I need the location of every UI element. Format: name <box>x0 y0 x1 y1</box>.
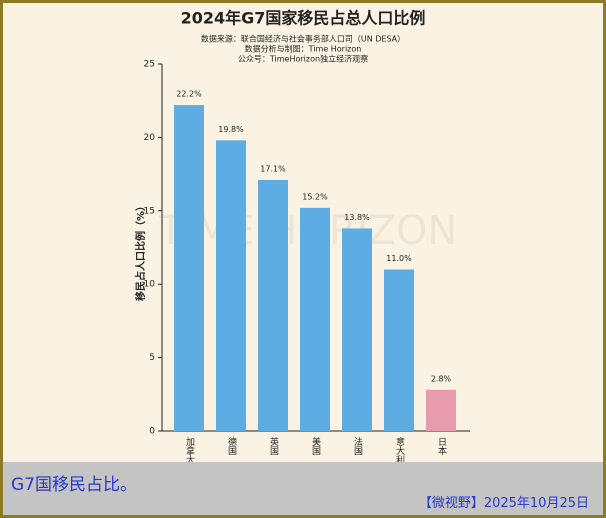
value-label: 15.2% <box>302 192 328 201</box>
subtitle: 数据分析与制图：Time Horizon <box>245 44 362 54</box>
bar <box>426 389 456 431</box>
y-tick-label: 10 <box>144 280 156 290</box>
caption-band: G7国移民占比。 【微视野】2025年10月25日 <box>3 462 603 515</box>
y-tick-label: 15 <box>144 206 155 216</box>
bar <box>300 207 330 431</box>
y-tick-label: 5 <box>149 353 155 363</box>
bar <box>342 228 372 431</box>
x-tick-label: 意大利 <box>394 436 405 462</box>
footer: 【微视野】2025年10月25日 <box>418 496 589 511</box>
value-label: 22.2% <box>176 90 202 99</box>
value-label: 11.0% <box>386 254 412 263</box>
value-label: 13.8% <box>344 213 370 222</box>
x-tick-label: 德国 <box>226 436 237 456</box>
bar <box>174 105 204 431</box>
bar <box>258 179 288 431</box>
x-tick-label: 英国 <box>268 436 279 456</box>
x-tick-label: 加拿大 <box>184 437 195 462</box>
y-axis-label: 移民占人口比例（%） <box>134 201 147 301</box>
x-tick-label: 美国 <box>310 436 321 456</box>
subtitle: 数据来源：联合国经济与社会事务部人口司（UN DESA） <box>201 34 405 44</box>
x-tick-label: 法国 <box>352 436 363 456</box>
value-label: 17.1% <box>260 164 286 173</box>
chart-title: 2024年G7国家移民占总人口比例 <box>181 9 426 28</box>
chart: 2024年G7国家移民占总人口比例 数据来源：联合国经济与社会事务部人口司（UN… <box>134 9 470 462</box>
x-tick-label: 日本 <box>436 437 447 456</box>
y-tick-label: 0 <box>149 427 155 437</box>
bar <box>384 269 414 431</box>
caption: G7国移民占比。 <box>11 475 137 495</box>
y-tick-label: 20 <box>144 133 156 143</box>
value-label: 19.8% <box>218 125 244 134</box>
value-label: 2.8% <box>431 374 452 383</box>
subtitle: 公众号：TimeHorizon独立经济观察 <box>238 54 368 64</box>
y-tick-label: 25 <box>144 60 155 70</box>
bar <box>216 140 246 431</box>
